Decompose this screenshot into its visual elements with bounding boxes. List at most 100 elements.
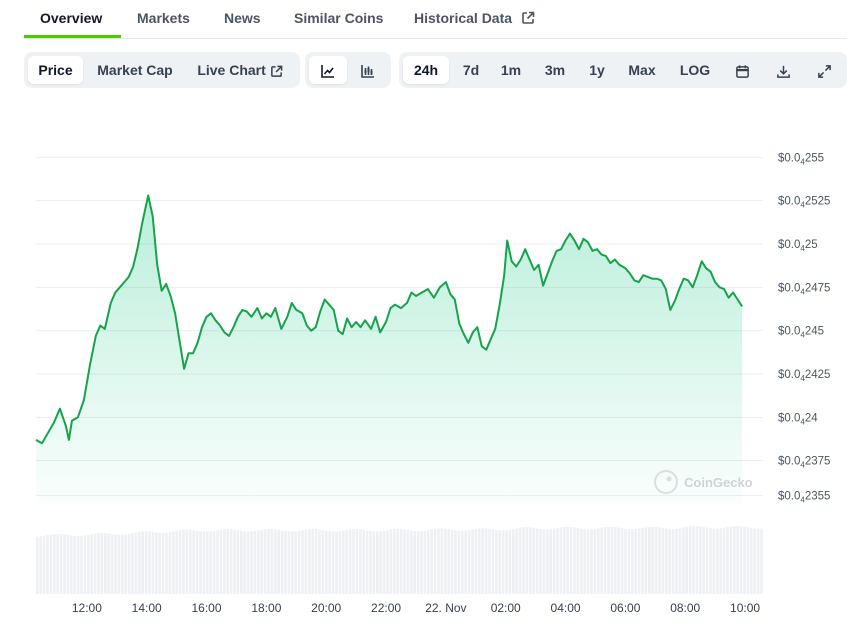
volume-bar <box>39 536 42 594</box>
range-max-button[interactable]: Max <box>620 56 664 84</box>
tab-historical-data[interactable]: Historical Data <box>414 0 535 37</box>
live-chart-tab-button[interactable]: Live Chart <box>190 56 290 84</box>
volume-bar <box>379 531 382 594</box>
market-cap-tab-button[interactable]: Market Cap <box>88 56 182 84</box>
volume-bar <box>688 526 692 594</box>
volume-bar <box>59 534 63 594</box>
x-tick-label: 06:00 <box>610 601 640 615</box>
volume-bar <box>178 530 182 594</box>
volume-bar <box>345 529 348 594</box>
volume-bar <box>648 526 651 594</box>
fullscreen-button[interactable] <box>807 56 841 84</box>
volume-bar <box>90 534 93 594</box>
volume-bar <box>393 529 396 594</box>
candlestick-chart-button[interactable] <box>349 56 387 84</box>
price-tab-button[interactable]: Price <box>28 56 83 84</box>
volume-bar <box>658 527 661 594</box>
volume-bar <box>376 531 379 594</box>
coingecko-logo-eye <box>666 476 672 482</box>
range-3m-button[interactable]: 3m <box>537 56 573 84</box>
volume-bar <box>583 529 586 594</box>
price-tab-label: Price <box>38 62 73 78</box>
volume-bar <box>682 527 685 594</box>
metric-toggle-group: Price Market Cap Live Chart <box>24 52 300 88</box>
coingecko-watermark: CoinGecko <box>654 470 753 494</box>
volume-bar <box>83 535 87 594</box>
volume-bar <box>66 534 70 594</box>
volume-bar <box>695 526 699 594</box>
market-cap-tab-label: Market Cap <box>97 62 173 78</box>
volume-bar <box>209 531 212 594</box>
volume-bar <box>36 536 39 594</box>
volume-bar <box>542 529 546 594</box>
volume-bar <box>240 530 243 594</box>
volume-bar <box>416 531 420 594</box>
volume-bar <box>474 528 478 594</box>
volume-bar <box>484 528 488 594</box>
volume-bar <box>491 529 495 594</box>
volume-bar <box>277 529 280 594</box>
time-range-group: 24h 7d 1m 3m 1y Max LOG <box>399 52 847 88</box>
x-tick-label: 20:00 <box>311 601 341 615</box>
volume-bar <box>410 530 413 594</box>
x-tick-label: 22:00 <box>371 601 401 615</box>
volume-bar <box>467 530 471 594</box>
volume-bar <box>641 527 644 594</box>
tab-similar-coins[interactable]: Similar Coins <box>294 0 383 37</box>
calendar-button[interactable] <box>725 56 759 84</box>
log-scale-button[interactable]: LOG <box>673 56 717 84</box>
x-tick-label: 16:00 <box>192 601 222 615</box>
volume-bar <box>284 531 287 594</box>
volume-bar <box>430 529 433 594</box>
volume-bar <box>185 529 189 594</box>
volume-bar <box>597 528 600 594</box>
x-axis-labels: 12:00 14:00 16:00 18:00 20:00 22:00 22. Nov 02:… <box>72 601 761 615</box>
volume-bar <box>253 531 257 594</box>
range-7d-button[interactable]: 7d <box>454 56 488 84</box>
x-tick-label: 02:00 <box>491 601 521 615</box>
volume-bar <box>454 530 457 594</box>
y-tick-label: $0.04245 <box>778 326 824 340</box>
volume-bar <box>314 529 318 594</box>
volume-bar <box>396 528 399 594</box>
volume-bar <box>593 528 597 594</box>
y-tick-label: $0.042355 <box>778 490 830 504</box>
volume-bar <box>729 526 733 594</box>
active-tab-indicator <box>24 35 121 38</box>
volume-bar <box>576 528 580 594</box>
volume-bar <box>206 531 209 594</box>
range-24h-button[interactable]: 24h <box>403 56 449 84</box>
volume-bar <box>651 526 654 594</box>
line-chart-button[interactable] <box>309 56 347 84</box>
volume-bar <box>678 528 682 594</box>
volume-bar <box>495 530 498 594</box>
volume-bar <box>297 530 301 594</box>
volume-bar <box>110 534 114 594</box>
tab-markets[interactable]: Markets <box>137 0 190 37</box>
volume-bar <box>733 526 736 594</box>
volume-bar <box>362 529 365 594</box>
tab-markets-label: Markets <box>137 10 190 26</box>
volume-bar <box>709 528 712 594</box>
tab-overview[interactable]: Overview <box>40 0 102 37</box>
volume-bar <box>369 531 372 594</box>
tab-news[interactable]: News <box>224 0 261 37</box>
x-tick-label: 22. Nov <box>425 601 466 615</box>
volume-bar <box>461 530 464 594</box>
volume-bar <box>403 529 406 594</box>
volume-bar <box>165 532 168 594</box>
range-1m-button[interactable]: 1m <box>494 56 528 84</box>
download-button[interactable] <box>766 56 800 84</box>
volume-bar <box>563 526 566 594</box>
volume-bar <box>739 526 743 594</box>
volume-bar <box>512 529 515 594</box>
volume-bar <box>192 530 195 594</box>
volume-bar <box>168 532 172 594</box>
range-1y-button[interactable]: 1y <box>581 56 613 84</box>
volume-bar <box>760 528 763 594</box>
price-chart[interactable]: $0.042355 $0.042375 $0.0424 $0.042425 $0.042… <box>0 100 847 629</box>
external-link-icon <box>521 2 535 39</box>
volume-bar <box>624 528 627 594</box>
volume-bar <box>590 529 593 594</box>
chart-type-group <box>305 52 391 88</box>
